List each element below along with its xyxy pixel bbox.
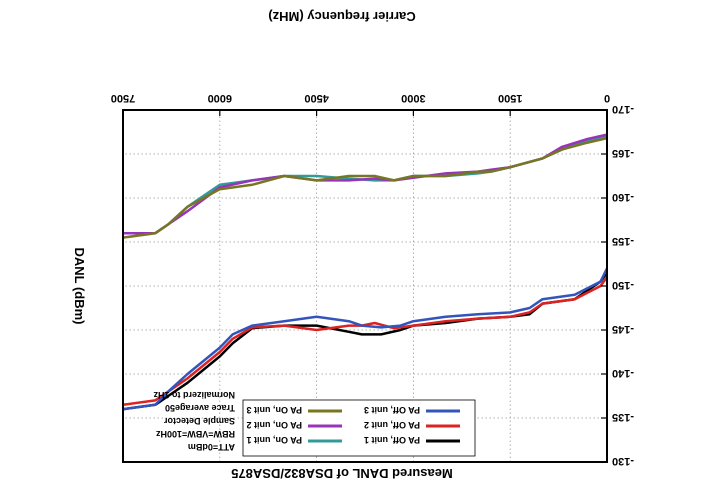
series-line-2	[122, 276, 609, 407]
legend-label-6: PA On, unit 3	[247, 405, 303, 415]
x-tick-label-2: 3000	[401, 92, 425, 104]
x-tick-label-3: 4500	[304, 92, 328, 104]
x-tick-label-4: 6000	[208, 92, 232, 104]
legend-label-1: PA Off, unit 1	[364, 435, 420, 445]
annotation-box: ATT=0dBm RBW=VBW=100Hz Sample Detector Trac…	[153, 390, 235, 452]
y-tick-label-2: -140	[612, 367, 634, 379]
y-tick-label-3: -145	[612, 323, 634, 335]
x-axis-label: Carrier frequency (MHz)	[268, 9, 415, 24]
chart-title: Measured DANL of DSA832/DSA875	[231, 466, 453, 481]
y-ticks: -130 -135 -140 -145 -150 -155 -160 -165 -170	[601, 103, 634, 467]
series-line-3	[122, 267, 609, 411]
x-ticks: 0 1500 3000 4500 6000 7500	[111, 92, 610, 116]
annotation-line-4: Normalizerd to 1Hz	[153, 390, 235, 400]
series-line-1	[122, 272, 609, 411]
legend-label-2: PA Off, unit 2	[364, 420, 420, 430]
series-line-5	[123, 133, 608, 235]
y-axis-label: DANL (dBm)	[72, 247, 87, 324]
x-tick-label-0: 0	[604, 92, 610, 104]
x-tick-label-1: 1500	[498, 92, 522, 104]
legend-label-5: PA On, unit 2	[247, 420, 303, 430]
legend: PA Off, unit 1 PA Off, unit 2 PA Off, unit…	[242, 399, 476, 457]
legend-label-3: PA Off, unit 3	[364, 405, 420, 415]
x-tick-label-5: 7500	[111, 92, 135, 104]
y-tick-label-8: -170	[612, 103, 634, 115]
series-layer	[122, 133, 609, 411]
annotation-line-3: Trace average50	[165, 403, 235, 413]
y-tick-label-6: -160	[612, 191, 634, 203]
series-line-6	[122, 136, 608, 239]
annotation-line-2: Sample Detector	[163, 416, 235, 426]
y-tick-label-7: -165	[612, 147, 634, 159]
legend-box	[242, 399, 476, 457]
annotation-line-1: RBW=VBW=100Hz	[155, 429, 235, 439]
y-tick-label-5: -155	[612, 235, 634, 247]
series-line-4	[123, 135, 608, 235]
y-tick-label-4: -150	[612, 279, 634, 291]
y-tick-label-1: -135	[612, 411, 634, 423]
annotation-line-0: ATT=0dBm	[188, 442, 235, 452]
y-tick-label-0: -130	[612, 455, 634, 467]
legend-label-4: PA On, unit 1	[247, 435, 303, 445]
